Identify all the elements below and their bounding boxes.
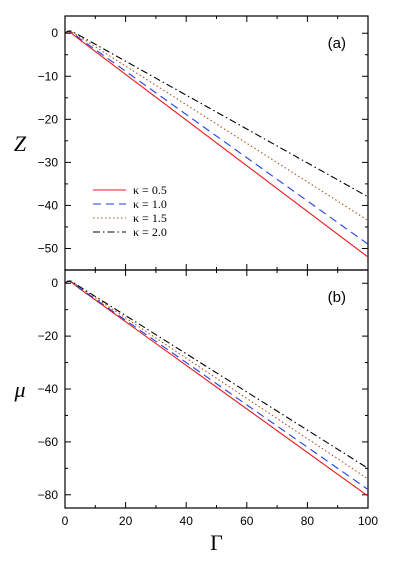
panel-label: (a)	[328, 35, 346, 52]
legend-label: κ = 2.0	[133, 225, 167, 239]
legend: κ = 0.5κ = 1.0κ = 1.5κ = 2.0	[93, 183, 167, 239]
legend-label: κ = 0.5	[133, 183, 167, 197]
y-tick-label: −80	[38, 488, 59, 502]
y-tick-label: −20	[38, 329, 59, 343]
y-tick-label: −20	[38, 112, 59, 126]
panel-b: 0 20 40 60 80 100 0 −20 −40 −60 −80 μ Γ (b)	[13, 269, 378, 555]
y-tick-label: −30	[38, 155, 59, 169]
series-line-1	[65, 280, 368, 490]
x-tick-label: 40	[180, 514, 194, 528]
panel-label: (b)	[328, 289, 346, 306]
y-tick-label: −60	[38, 435, 59, 449]
x-tick-label: 20	[119, 514, 133, 528]
series-line-3	[65, 280, 368, 469]
series-line-2	[65, 280, 368, 480]
y-tick-label: 0	[51, 276, 58, 290]
x-tick-label: 60	[240, 514, 254, 528]
y-axis-label: μ	[13, 377, 25, 402]
legend-label: κ = 1.5	[133, 211, 167, 225]
y-axis-label: Z	[14, 131, 27, 156]
panel-a: 0 −10 −20 −30 −40 −50 Z (a) κ = 0.5κ = 1.0κ = 1.…	[14, 15, 369, 271]
series-line-0	[65, 30, 368, 258]
series-line-0	[65, 280, 368, 497]
y-tick-label: −10	[38, 69, 59, 83]
series-line-2	[65, 30, 368, 221]
axes-frame	[64, 269, 369, 509]
series-line-3	[65, 30, 368, 198]
x-axis-label: Γ	[210, 530, 223, 555]
legend-label: κ = 1.0	[133, 197, 167, 211]
y-tick-label: −50	[38, 241, 59, 255]
x-tick-label: 100	[358, 514, 378, 528]
x-tick-label: 0	[62, 514, 69, 528]
y-tick-label: 0	[51, 26, 58, 40]
x-tick-label: 80	[301, 514, 315, 528]
y-tick-label: −40	[38, 198, 59, 212]
y-tick-label: −40	[38, 382, 59, 396]
